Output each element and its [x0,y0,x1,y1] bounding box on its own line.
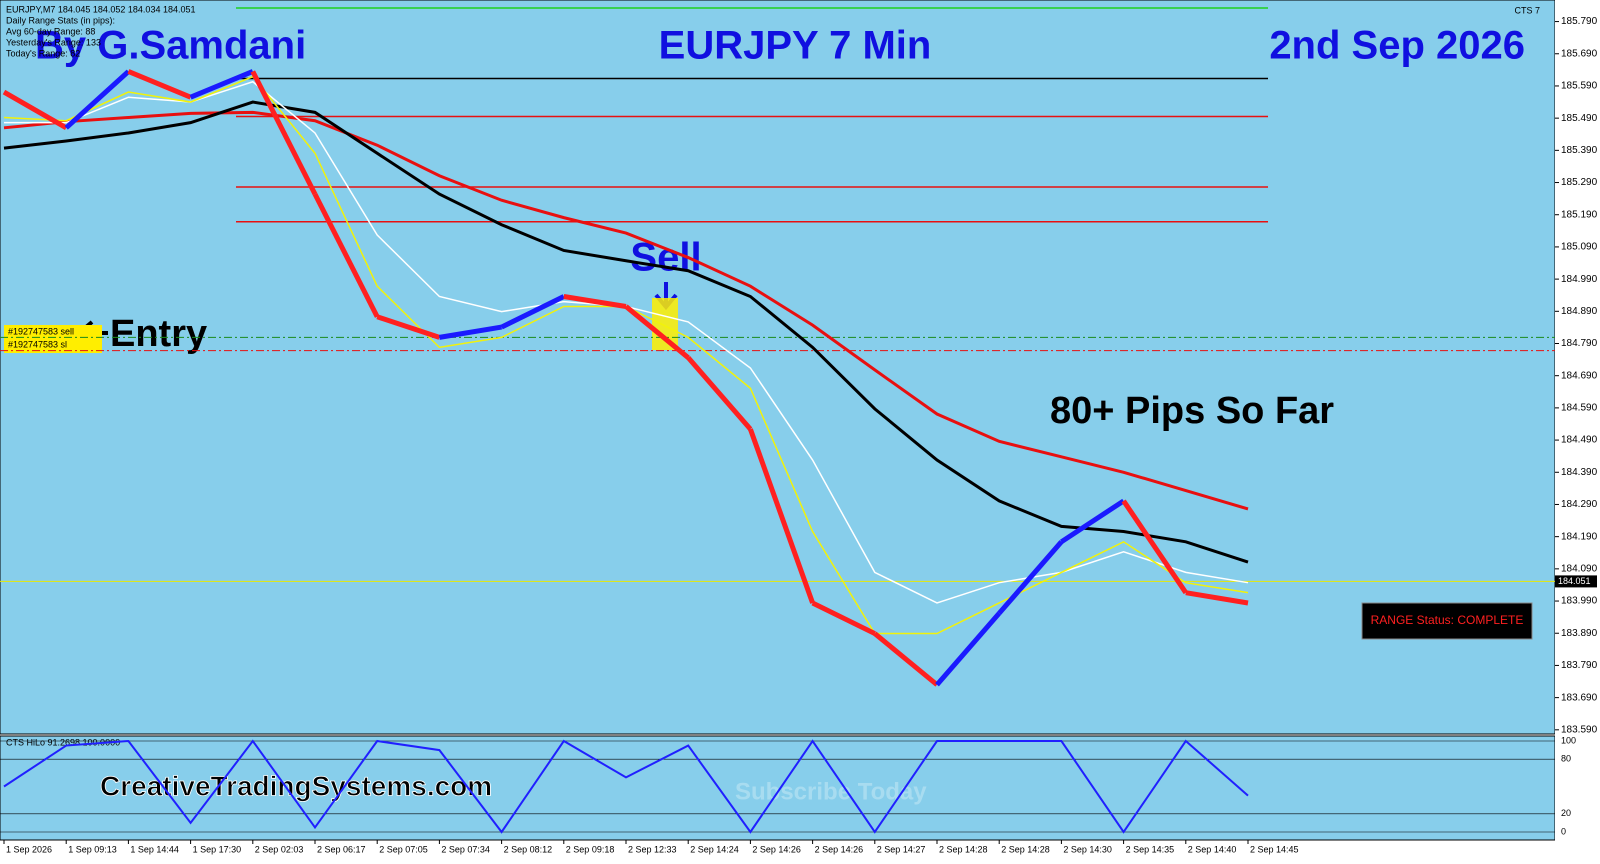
x-tick-label: 2 Sep 14:35 [1126,844,1175,854]
y-tick-label: 183.890 [1561,628,1598,639]
info-line: Yesterday's Range: 133 [6,37,101,47]
entry-label: Entry [110,313,207,355]
y-tick-label: 185.090 [1561,242,1598,253]
y-tick-label: 184.590 [1561,403,1598,414]
y-tick-label: 184.490 [1561,435,1598,446]
x-tick-label: 2 Sep 02:03 [255,844,304,854]
x-tick-label: 2 Sep 07:05 [379,844,428,854]
y-tick-label: 185.490 [1561,113,1598,124]
x-tick-label: 2 Sep 12:33 [628,844,677,854]
website: CreativeTradingSystems.com [100,770,492,801]
price-segment [500,294,565,330]
y-tick-label: 183.990 [1561,596,1598,607]
x-tick-label: 2 Sep 08:12 [504,844,553,854]
author: By G.Samdani [35,24,306,68]
price-segment [935,611,1002,687]
y-tick-label: 80 [1561,754,1571,764]
x-tick-label: 2 Sep 14:30 [1063,844,1112,854]
y-tick-label: 185.690 [1561,48,1598,59]
info-line: EURJPY,M7 184.045 184.052 184.034 184.05… [6,4,195,14]
price-segment [563,294,627,309]
price-segment [438,324,503,340]
osc-plot [0,735,1556,841]
current-price-box [1555,575,1597,588]
price-segment [2,89,68,130]
y-tick-label: 183.790 [1561,660,1598,671]
status: RANGE Status: COMPLETE [1371,613,1524,627]
result: 80+ Pips So Far [1050,390,1334,432]
current-price-label: 184.051 [1558,576,1591,586]
order-box [4,325,102,353]
x-tick-label: 2 Sep 14:45 [1250,844,1299,854]
y-tick-label: 184.190 [1561,531,1598,542]
y-tick-label: 184.690 [1561,370,1598,381]
info-line: Avg 60-day Range: 88 [6,26,95,36]
x-tick-label: 2 Sep 06:17 [317,844,366,854]
price-segment [873,631,939,687]
axis-bg [1555,0,1600,859]
indicator-label: CTS 7 [1514,5,1540,15]
y-tick-label: 185.290 [1561,177,1598,188]
x-tick-label: 2 Sep 09:18 [566,844,615,854]
y-tick-label: 183.590 [1561,724,1598,735]
price-segment [1121,499,1188,595]
x-tick-label: 2 Sep 14:24 [690,844,739,854]
y-tick-label: 20 [1561,808,1571,818]
y-tick-label: 185.390 [1561,145,1598,156]
x-tick-label: 1 Sep 17:30 [193,844,242,854]
x-tick-label: 2 Sep 14:40 [1188,844,1237,854]
y-tick-label: 184.990 [1561,274,1598,285]
y-tick-label: 185.190 [1561,209,1598,220]
x-tick-label: 2 Sep 14:26 [752,844,801,854]
price-segment [64,69,131,130]
price-segment [624,304,690,360]
y-tick-label: 184.390 [1561,467,1598,478]
y-tick-label: 185.790 [1561,16,1598,27]
series-line [3,100,1249,564]
y-tick-label: 185.590 [1561,81,1598,92]
x-tick-label: 2 Sep 14:28 [1001,844,1050,854]
order-label: #192747583 sell [8,326,74,336]
status-box [1361,602,1533,640]
x-tick-label: 1 Sep 2026 [6,844,52,854]
price-segment [127,69,192,100]
price-segment [312,192,380,318]
y-tick-label: 184.790 [1561,338,1598,349]
price-segment [189,69,254,100]
y-tick-label: 0 [1561,826,1566,836]
main-plot [0,0,1556,735]
date: 2nd Sep 2026 [1269,24,1525,68]
signal-highlight [652,298,678,350]
info-line: Daily Range Stats (in pips): [6,15,115,25]
x-tick-label: 1 Sep 14:44 [130,844,179,854]
x-tick-label: 2 Sep 14:28 [939,844,988,854]
watermark: Subscribe Today [735,778,927,805]
chart-title: EURJPY 7 Min [659,24,932,68]
y-tick-label: 184.090 [1561,563,1598,574]
price-segment [686,356,753,431]
price-segment [748,428,815,604]
x-tick-label: 2 Sep 14:26 [815,844,864,854]
price-segment [811,600,876,636]
series-line [3,739,1249,834]
price-segment [1060,498,1125,544]
osc-title: CTS HiLo 91.2698 100.0000 [6,737,120,747]
x-tick-label: 2 Sep 14:27 [877,844,926,854]
order-label: #192747583 sl [8,339,67,349]
y-tick-label: 100 [1561,735,1576,745]
price-segment [250,70,318,196]
price-segment [1185,590,1249,606]
series-line [3,110,1249,511]
y-tick-label: 184.890 [1561,306,1598,317]
x-tick-label: 2 Sep 07:34 [441,844,490,854]
x-tick-label: 1 Sep 09:13 [68,844,117,854]
price-segment [376,314,441,340]
y-tick-label: 183.690 [1561,692,1598,703]
price-segment [997,540,1064,615]
info-line: Today's Range: 82 [6,48,80,58]
y-tick-label: 184.290 [1561,499,1598,510]
